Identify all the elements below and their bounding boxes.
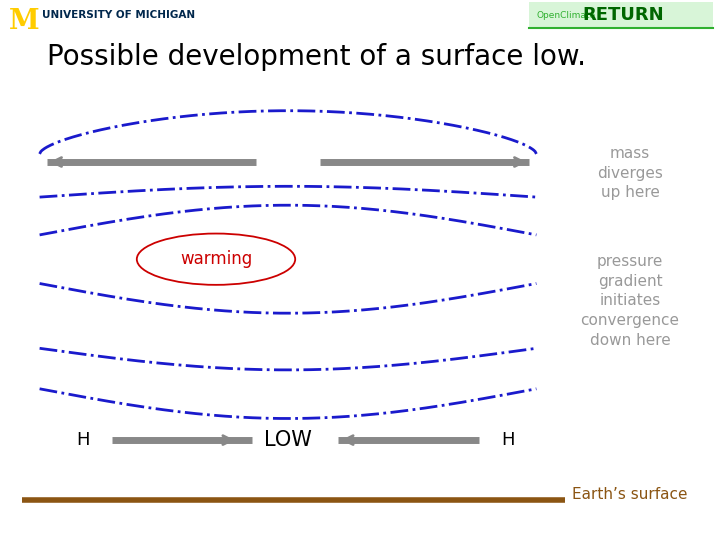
Text: LOW: LOW — [264, 430, 312, 450]
Text: UNIVERSITY OF MICHIGAN: UNIVERSITY OF MICHIGAN — [42, 10, 195, 20]
FancyBboxPatch shape — [529, 2, 713, 28]
Text: warming: warming — [180, 250, 252, 268]
Text: Earth’s surface: Earth’s surface — [572, 487, 688, 502]
Text: OpenClimate: OpenClimate — [536, 11, 595, 19]
Text: M: M — [9, 8, 40, 35]
Text: mass
diverges
up here: mass diverges up here — [597, 146, 663, 200]
Text: H: H — [76, 431, 89, 449]
Text: RETURN: RETURN — [582, 6, 664, 24]
Text: pressure
gradient
initiates
convergence
down here: pressure gradient initiates convergence … — [580, 254, 680, 348]
Text: H: H — [501, 431, 514, 449]
Text: Possible development of a surface low.: Possible development of a surface low. — [48, 43, 586, 71]
